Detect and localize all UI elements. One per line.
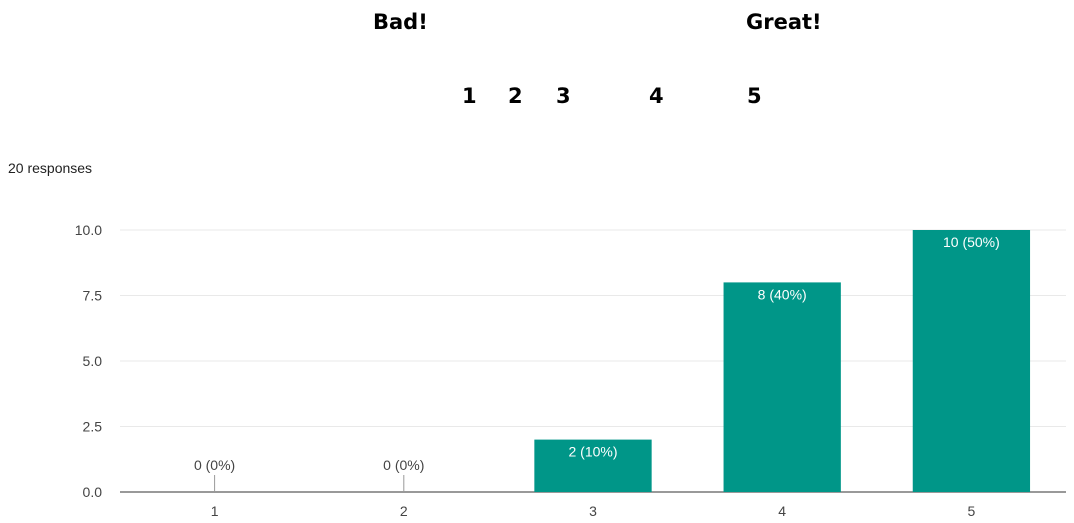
bar-data-label: 0 (0%) <box>383 457 424 473</box>
responses-count: 20 responses <box>8 160 93 176</box>
bar-data-label: 0 (0%) <box>194 457 235 473</box>
y-tick-label: 0.0 <box>83 484 103 500</box>
scale-high-label: Great! <box>746 10 822 34</box>
scale-number-5: 5 <box>747 84 762 108</box>
x-tick-label: 3 <box>589 503 597 519</box>
bar-data-label: 10 (50%) <box>943 234 1000 250</box>
x-tick-label: 1 <box>211 503 219 519</box>
bar <box>912 230 1031 492</box>
scale-number-2: 2 <box>508 84 523 108</box>
y-tick-label: 7.5 <box>83 288 103 304</box>
y-tick-label: 10.0 <box>75 222 102 238</box>
scale-number-4: 4 <box>649 84 664 108</box>
y-tick-label: 5.0 <box>83 353 103 369</box>
bar-data-label: 2 (10%) <box>568 444 617 460</box>
bar <box>534 439 652 492</box>
bar <box>723 282 841 492</box>
bar-data-label: 8 (40%) <box>758 286 807 302</box>
scale-number-3: 3 <box>556 84 571 108</box>
scale-low-label: Bad! <box>373 10 428 34</box>
x-tick-label: 2 <box>400 503 408 519</box>
scale-number-1: 1 <box>462 84 477 108</box>
y-tick-label: 2.5 <box>83 419 103 435</box>
x-tick-label: 4 <box>778 503 786 519</box>
x-tick-label: 5 <box>968 503 976 519</box>
